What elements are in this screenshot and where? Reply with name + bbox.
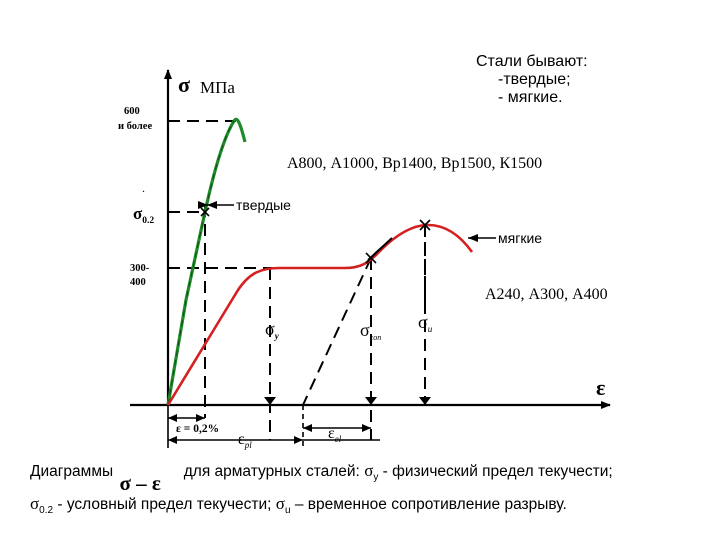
tick-label-600: 600 и более [118,106,152,132]
soft-steel-curve [166,223,474,406]
dot-mark: . [142,181,145,195]
dim-eps02-arrow-l [168,414,177,422]
soft-label: мягкие [498,230,542,246]
unloading-line [302,257,372,406]
eps-02-label: ε = 0,2% [176,423,219,435]
dim-eps-el-arrow-r [362,424,371,432]
sigma-y-label: σy [265,319,280,341]
caption-for-steels: для арматурных сталей: [183,463,360,480]
caption-sigma-u-text: – временное сопротивление разрыву. [294,496,567,514]
info-line-3: - мягкие. [498,89,563,106]
caption-sigma-02-sub: 0.2 [39,505,54,517]
eps-el-label: εel [328,425,342,444]
caption-sigma-y-sub: y [373,472,379,484]
caption-line-1: Диаграммы σ – ε для арматурных сталей: σ… [30,458,710,495]
eps-pl-label: εpl [238,431,252,450]
soft-grades-label: А240, А300, А400 [485,286,608,303]
caption-line-2: σ0.2 - условный предел текучести; σu – в… [30,491,710,524]
tick-label-sigma02: σ0.2 [133,204,154,226]
axis-arrow-sigma-con [365,397,377,405]
caption-sigma-u: σ [275,494,285,514]
info-line-2: -твердые; [498,71,571,88]
caption-formula: σ – ε [119,471,161,495]
hard-grades-label: А800, А1000, Вр1400, Вр1500, К1500 [287,155,542,172]
marker-hard-x2 [200,207,210,217]
caption-word-diagrams: Диаграммы [30,463,114,480]
caption-sigma-y-text: - физический предел текучести; [382,463,613,480]
sigma-u-label: σu [418,312,433,334]
caption-sigma-02: σ [30,494,40,514]
y-axis-unit: МПа [200,78,235,97]
tick-label-300-400: 300- 400 [130,263,152,288]
caption-sigma-02-text: - условный предел текучести; [57,496,272,514]
caption: Диаграммы σ – ε для арматурных сталей: σ… [30,458,710,524]
dim-eps02-arrow-r [196,414,205,422]
y-axis-symbol: σ [178,72,190,97]
caption-sigma-u-sub: u [284,505,291,517]
x-axis-symbol: ε [596,375,605,400]
dim-eps-pl-arrow-r [294,436,303,444]
info-line-1: Стали бывают: [476,53,588,70]
axis-arrow-sigma-u [419,397,431,405]
caption-sigma-y: σ [364,461,374,480]
dim-eps-pl-arrow-l [168,436,177,444]
axis-arrow-sigma-y [264,397,276,405]
leader-hard-arrow [207,201,217,209]
dim-eps-el-arrow-l [303,424,312,432]
hard-steel-curve-shadow [167,120,235,406]
leader-soft-arrow [468,234,478,242]
info-box: Стали бывают: -твердые; - мягкие. [476,53,592,106]
hard-steel-curve [166,117,247,406]
hard-label: твердые [236,197,291,213]
marker-con-x2 [365,252,377,264]
marker-u-x2 [419,219,431,231]
sigma-con-label: σcon [360,320,381,342]
